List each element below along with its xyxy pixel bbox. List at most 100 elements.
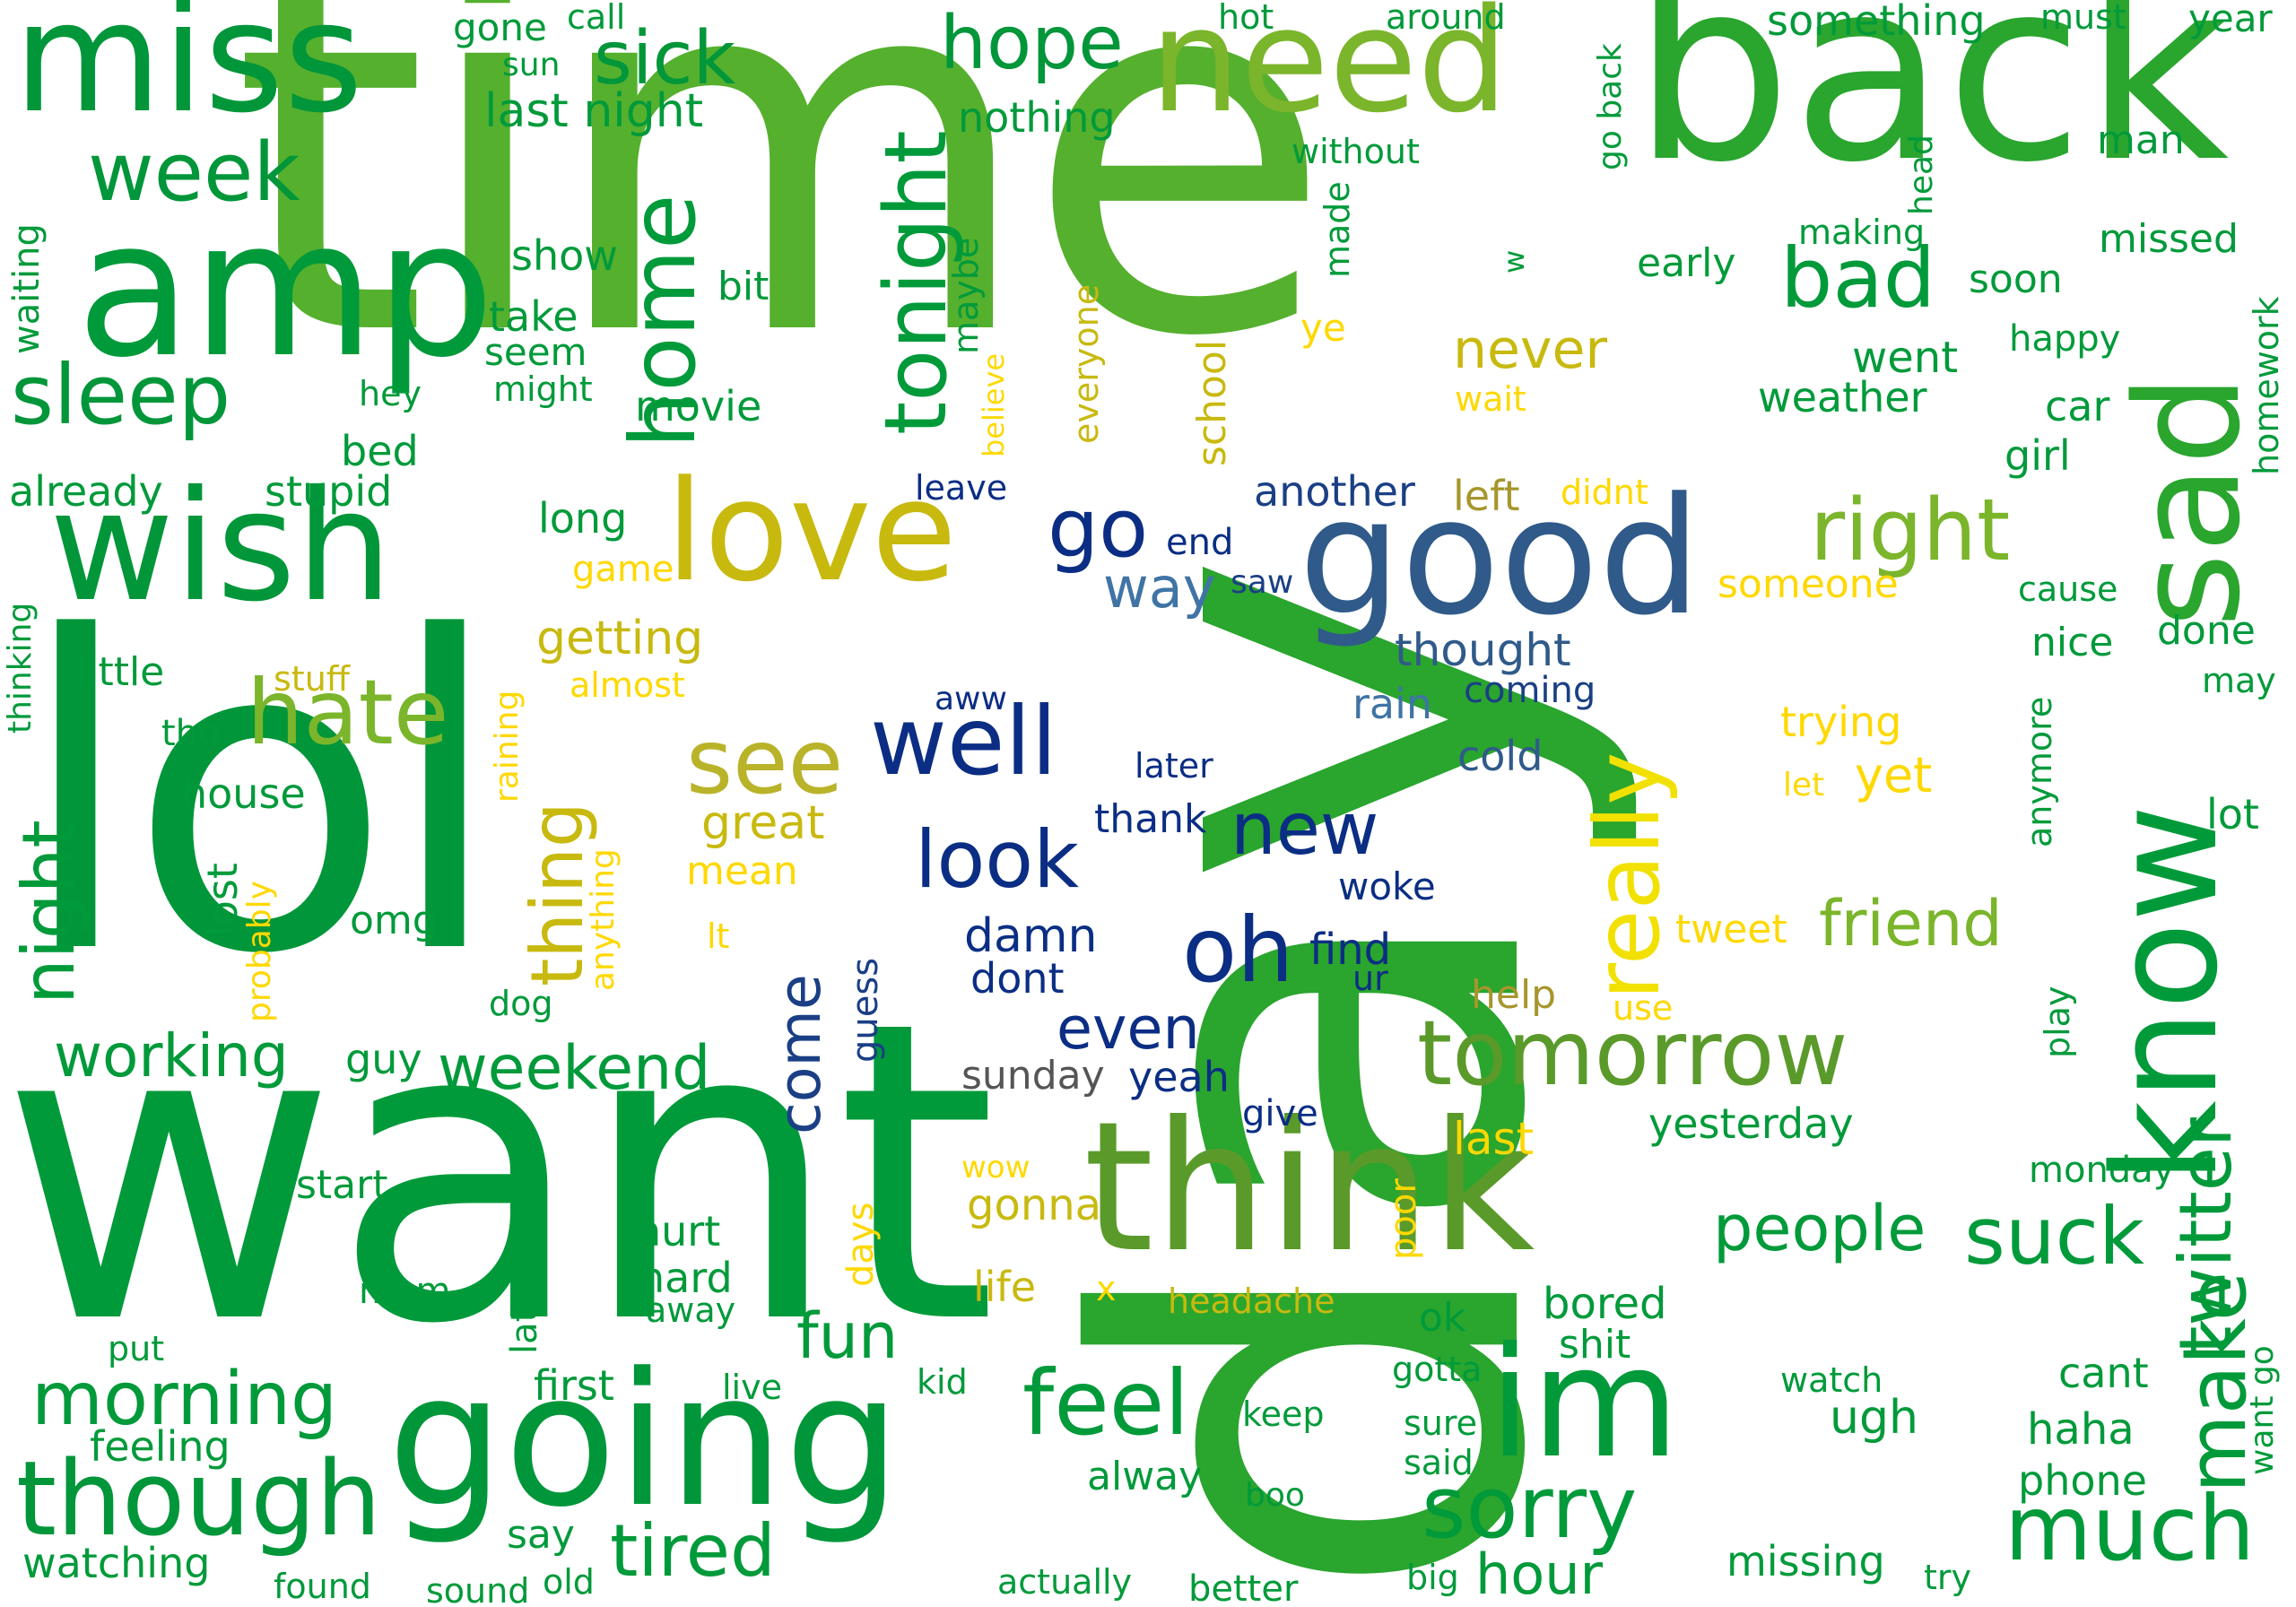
word-miss: miss [13,0,363,147]
word-gone: gone [453,5,547,49]
word-movie: movie [635,382,762,430]
word-want: want [0,934,997,1414]
word-im: im [1489,1315,1680,1492]
word-new: new [1231,787,1379,871]
word-monday: monday [2029,1150,2175,1191]
word-almost: almost [570,665,685,705]
word-sleep: sleep [11,347,231,443]
word-x: x [1096,1269,1117,1308]
word-say: say [507,1512,575,1558]
word-shit: shit [1559,1322,1631,1368]
word-sorry: sorry [1422,1459,1638,1558]
word-away: away [646,1290,736,1330]
word-around: around [1386,0,1506,37]
word-thinking: thinking [2,602,39,734]
word-way: way [1103,555,1216,621]
word-believe: believe [977,352,1011,457]
word-better: better [1188,1568,1299,1607]
word-thought: thought [1395,624,1571,676]
word-didnt: didnt [1561,473,1648,512]
word-go: go [1048,482,1149,576]
word-house: house [181,769,306,818]
word-rain: rain [1352,680,1433,728]
word-trying: trying [1780,698,1902,746]
word-sick: sick [594,16,736,101]
word-missing: missing [1726,1537,1885,1585]
word-fun: fun [796,1299,899,1373]
word-found: found [274,1567,371,1606]
word-hour: hour [1475,1542,1604,1607]
word-later: later [1135,746,1213,786]
word-aww: aww [935,681,1007,717]
word-ok: ok [1419,1295,1466,1341]
word-though: though [16,1439,382,1559]
word-probably: probably [241,881,278,1022]
word-haha: haha [2027,1404,2135,1455]
word-hate: hate [247,660,449,765]
word-well: well [870,687,1057,796]
word-feeling: feeling [90,1422,230,1471]
word-alway: alway [1087,1454,1203,1499]
word-sad: sad [2104,374,2272,628]
word-weather: weather [1758,373,1927,421]
word-working: working [54,1021,289,1090]
word-tired: tired [610,1509,776,1593]
word-waiting: waiting [6,223,48,354]
word-hey: hey [359,374,422,413]
word-morning: morning [31,1357,338,1442]
word-homework: homework [2247,296,2286,475]
word-play: play [2038,986,2077,1058]
word-maybe: maybe [946,237,986,354]
word-saw: saw [1231,564,1294,601]
word-tho: tho [161,713,221,754]
word-really: really [1575,751,1680,1000]
word-never: never [1453,318,1608,381]
word-gotta: gotta [1392,1350,1483,1389]
word-night: night [7,820,91,1004]
word-headache: headache [1168,1281,1335,1321]
word-another: another [1254,467,1415,516]
word-find: find [1309,925,1392,975]
word-raining: raining [489,690,526,803]
word-stupid: stupid [265,467,393,516]
word-stuff: stuff [274,659,350,699]
word-already: already [9,467,163,516]
word-man: man [2097,117,2185,163]
word-without: without [1292,132,1420,171]
word-old: old [543,1562,595,1602]
word-coming: coming [1464,670,1596,711]
word-use: use [1613,988,1674,1028]
word-bad: bad [1780,230,1936,326]
word-cold: cold [1457,732,1544,780]
word-happy: happy [2009,318,2121,360]
word-early: early [1637,240,1736,286]
word-hurt: hurt [635,1207,721,1255]
word-sunday: sunday [961,1053,1105,1099]
word-bit: bit [718,264,770,309]
word-gonna: gonna [967,1180,1102,1230]
word-weekend: weekend [438,1033,711,1104]
word-someone: someone [1718,561,1899,607]
word-everyone: everyone [1066,283,1106,444]
word-mean: mean [686,848,798,894]
word-actually: actually [997,1562,1133,1602]
word-dont: dont [970,954,1065,1003]
word-dog: dog [489,984,553,1023]
word-went: went [1852,333,1959,383]
word-look: look [915,813,1080,906]
word-keep: keep [1242,1394,1325,1434]
word-damn: damn [964,909,1098,963]
word-come: come [767,974,834,1134]
word-oh: oh [1182,898,1294,1003]
word-lol: lol [16,547,504,1048]
word-need: need [1150,0,1509,144]
word-girl: girl [2005,431,2071,480]
word-nothing: nothing [958,93,1116,142]
word-feel: feel [1022,1351,1190,1455]
word-hope: hope [940,1,1124,86]
word-long: long [538,494,628,543]
word-getting: getting [536,612,704,665]
word-much: much [2005,1476,2256,1581]
word-let: let [1783,767,1825,804]
word-watching: watching [22,1539,211,1587]
